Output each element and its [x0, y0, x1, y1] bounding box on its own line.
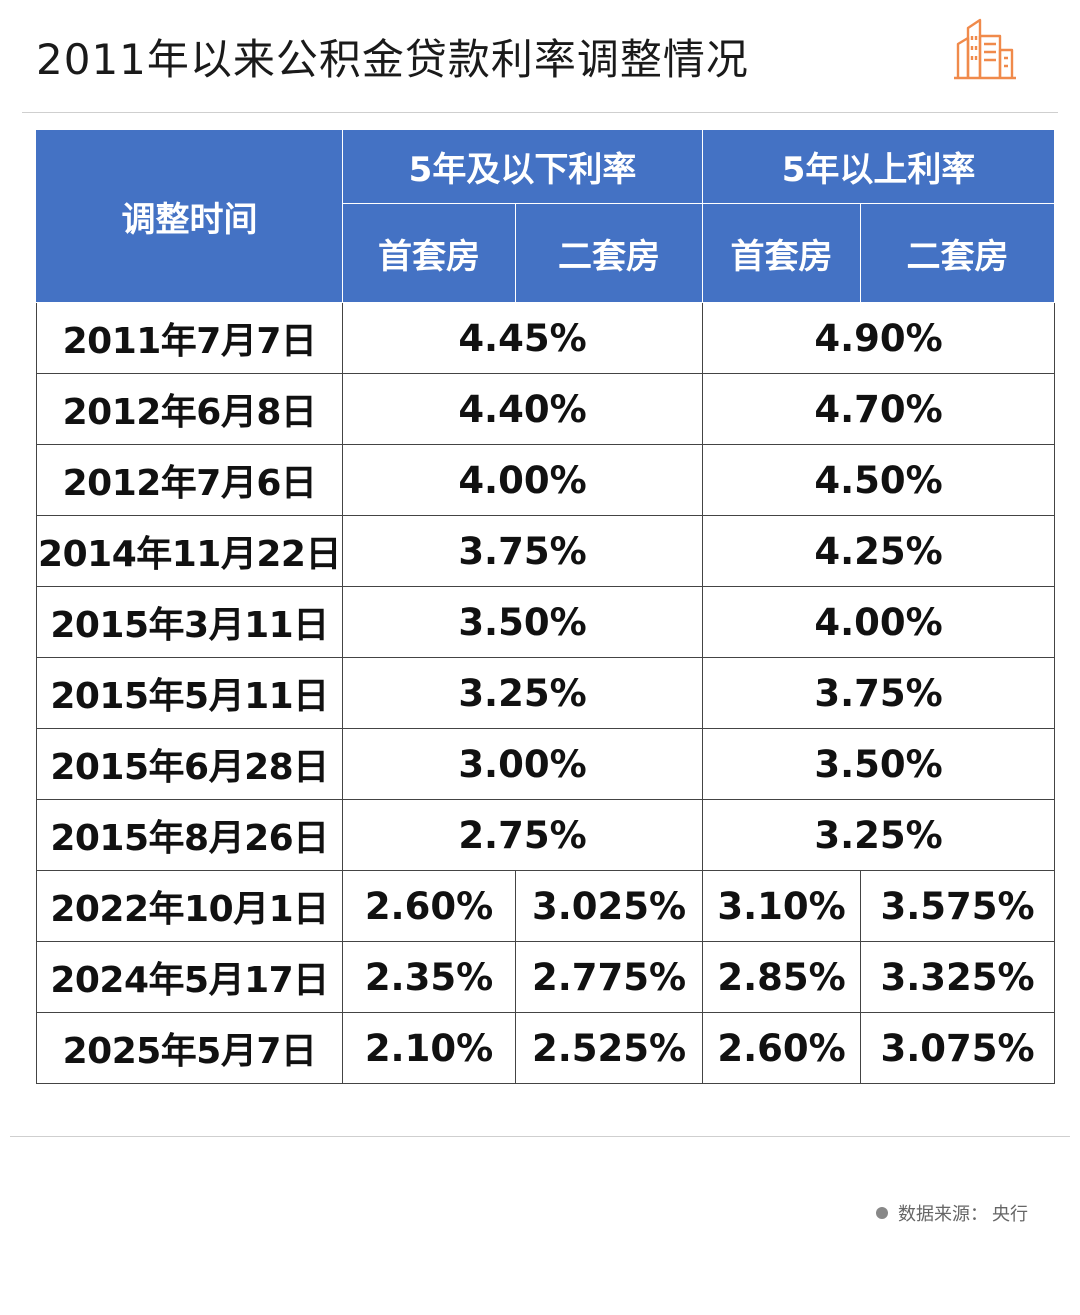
- table-row: 2015年6月28日 3.00% 3.50%: [36, 728, 1056, 800]
- rate-long-first-cell: 3.10%: [702, 870, 862, 942]
- rate-short-second-cell: 3.025%: [514, 870, 704, 942]
- source-value: 央行: [992, 1204, 1028, 1225]
- header-group-short: 5年及以下利率: [341, 129, 704, 204]
- source-label: 数据来源：: [898, 1204, 988, 1225]
- table-row: 2015年8月26日 2.75% 3.25%: [36, 799, 1056, 871]
- rate-short-first-cell: 2.35%: [342, 941, 516, 1013]
- source-note: 数据来源： 央行: [876, 1200, 1028, 1226]
- rate-short-first-cell: 2.60%: [342, 870, 516, 942]
- rate-long-first-cell: 2.60%: [702, 1012, 862, 1084]
- table-row: 2012年6月8日 4.40% 4.70%: [36, 373, 1056, 445]
- table-row: 2015年3月11日 3.50% 4.00%: [36, 586, 1056, 658]
- header-row-groups: 调整时间 5年及以下利率 5年以上利率: [36, 129, 1056, 303]
- date-cell: 2022年10月1日: [36, 870, 343, 942]
- rate-long-cell: 4.25%: [702, 515, 1056, 587]
- rate-short-second-cell: 2.775%: [514, 941, 704, 1013]
- header-long-first: 首套房: [702, 203, 862, 303]
- rate-short-cell: 2.75%: [341, 799, 704, 871]
- date-cell: 2025年5月7日: [36, 1012, 343, 1084]
- date-cell: 2015年6月28日: [36, 728, 343, 800]
- header-group-long: 5年以上利率: [702, 129, 1056, 204]
- building-icon: [954, 18, 1016, 80]
- header-date: 调整时间: [36, 129, 343, 303]
- date-cell: 2015年5月11日: [36, 657, 343, 729]
- table-row: 2025年5月7日 2.10% 2.525% 2.60% 3.075%: [36, 1012, 1056, 1084]
- rate-short-cell: 4.40%: [341, 373, 704, 445]
- rate-table: 调整时间 5年及以下利率 5年以上利率 首套房 二套房 首套房 二套房 2011…: [36, 129, 1056, 1084]
- rate-long-cell: 4.00%: [702, 586, 1056, 658]
- table-row: 2011年7月7日 4.45% 4.90%: [36, 302, 1056, 374]
- bottom-divider: [10, 1136, 1070, 1137]
- rate-long-cell: 3.75%: [702, 657, 1056, 729]
- table-row: 2015年5月11日 3.25% 3.75%: [36, 657, 1056, 729]
- table-row: 2022年10月1日 2.60% 3.025% 3.10% 3.575%: [36, 870, 1056, 942]
- header-short-second: 二套房: [514, 203, 704, 303]
- rate-short-first-cell: 2.10%: [342, 1012, 516, 1084]
- rate-short-cell: 3.75%: [341, 515, 704, 587]
- rate-short-cell: 4.45%: [341, 302, 704, 374]
- top-divider: [22, 112, 1058, 113]
- rate-long-second-cell: 3.575%: [860, 870, 1056, 942]
- date-cell: 2012年7月6日: [36, 444, 343, 516]
- bullet-dot-icon: [876, 1207, 888, 1219]
- rate-short-cell: 3.25%: [341, 657, 704, 729]
- rate-short-second-cell: 2.525%: [514, 1012, 704, 1084]
- table-row: 2024年5月17日 2.35% 2.775% 2.85% 3.325%: [36, 941, 1056, 1013]
- rate-short-cell: 3.50%: [341, 586, 704, 658]
- date-cell: 2015年3月11日: [36, 586, 343, 658]
- date-cell: 2024年5月17日: [36, 941, 343, 1013]
- rate-long-cell: 3.25%: [702, 799, 1056, 871]
- rate-short-cell: 3.00%: [341, 728, 704, 800]
- date-cell: 2011年7月7日: [36, 302, 343, 374]
- header-row-subgroups: 首套房 二套房 首套房 二套房: [37, 203, 1056, 303]
- header-short-first: 首套房: [342, 203, 516, 303]
- table-row: 2012年7月6日 4.00% 4.50%: [36, 444, 1056, 516]
- rate-short-cell: 4.00%: [341, 444, 704, 516]
- date-cell: 2015年8月26日: [36, 799, 343, 871]
- rate-long-cell: 4.50%: [702, 444, 1056, 516]
- rate-long-second-cell: 3.325%: [860, 941, 1056, 1013]
- rate-long-cell: 4.90%: [702, 302, 1056, 374]
- rate-long-cell: 4.70%: [702, 373, 1056, 445]
- rate-long-second-cell: 3.075%: [860, 1012, 1056, 1084]
- table-row: 2014年11月22日 3.75% 4.25%: [36, 515, 1056, 587]
- page-title: 2011年以来公积金贷款利率调整情况: [36, 35, 749, 84]
- date-cell: 2012年6月8日: [36, 373, 343, 445]
- rate-long-first-cell: 2.85%: [702, 941, 862, 1013]
- date-cell: 2014年11月22日: [36, 515, 343, 587]
- header-long-second: 二套房: [860, 203, 1056, 303]
- rate-long-cell: 3.50%: [702, 728, 1056, 800]
